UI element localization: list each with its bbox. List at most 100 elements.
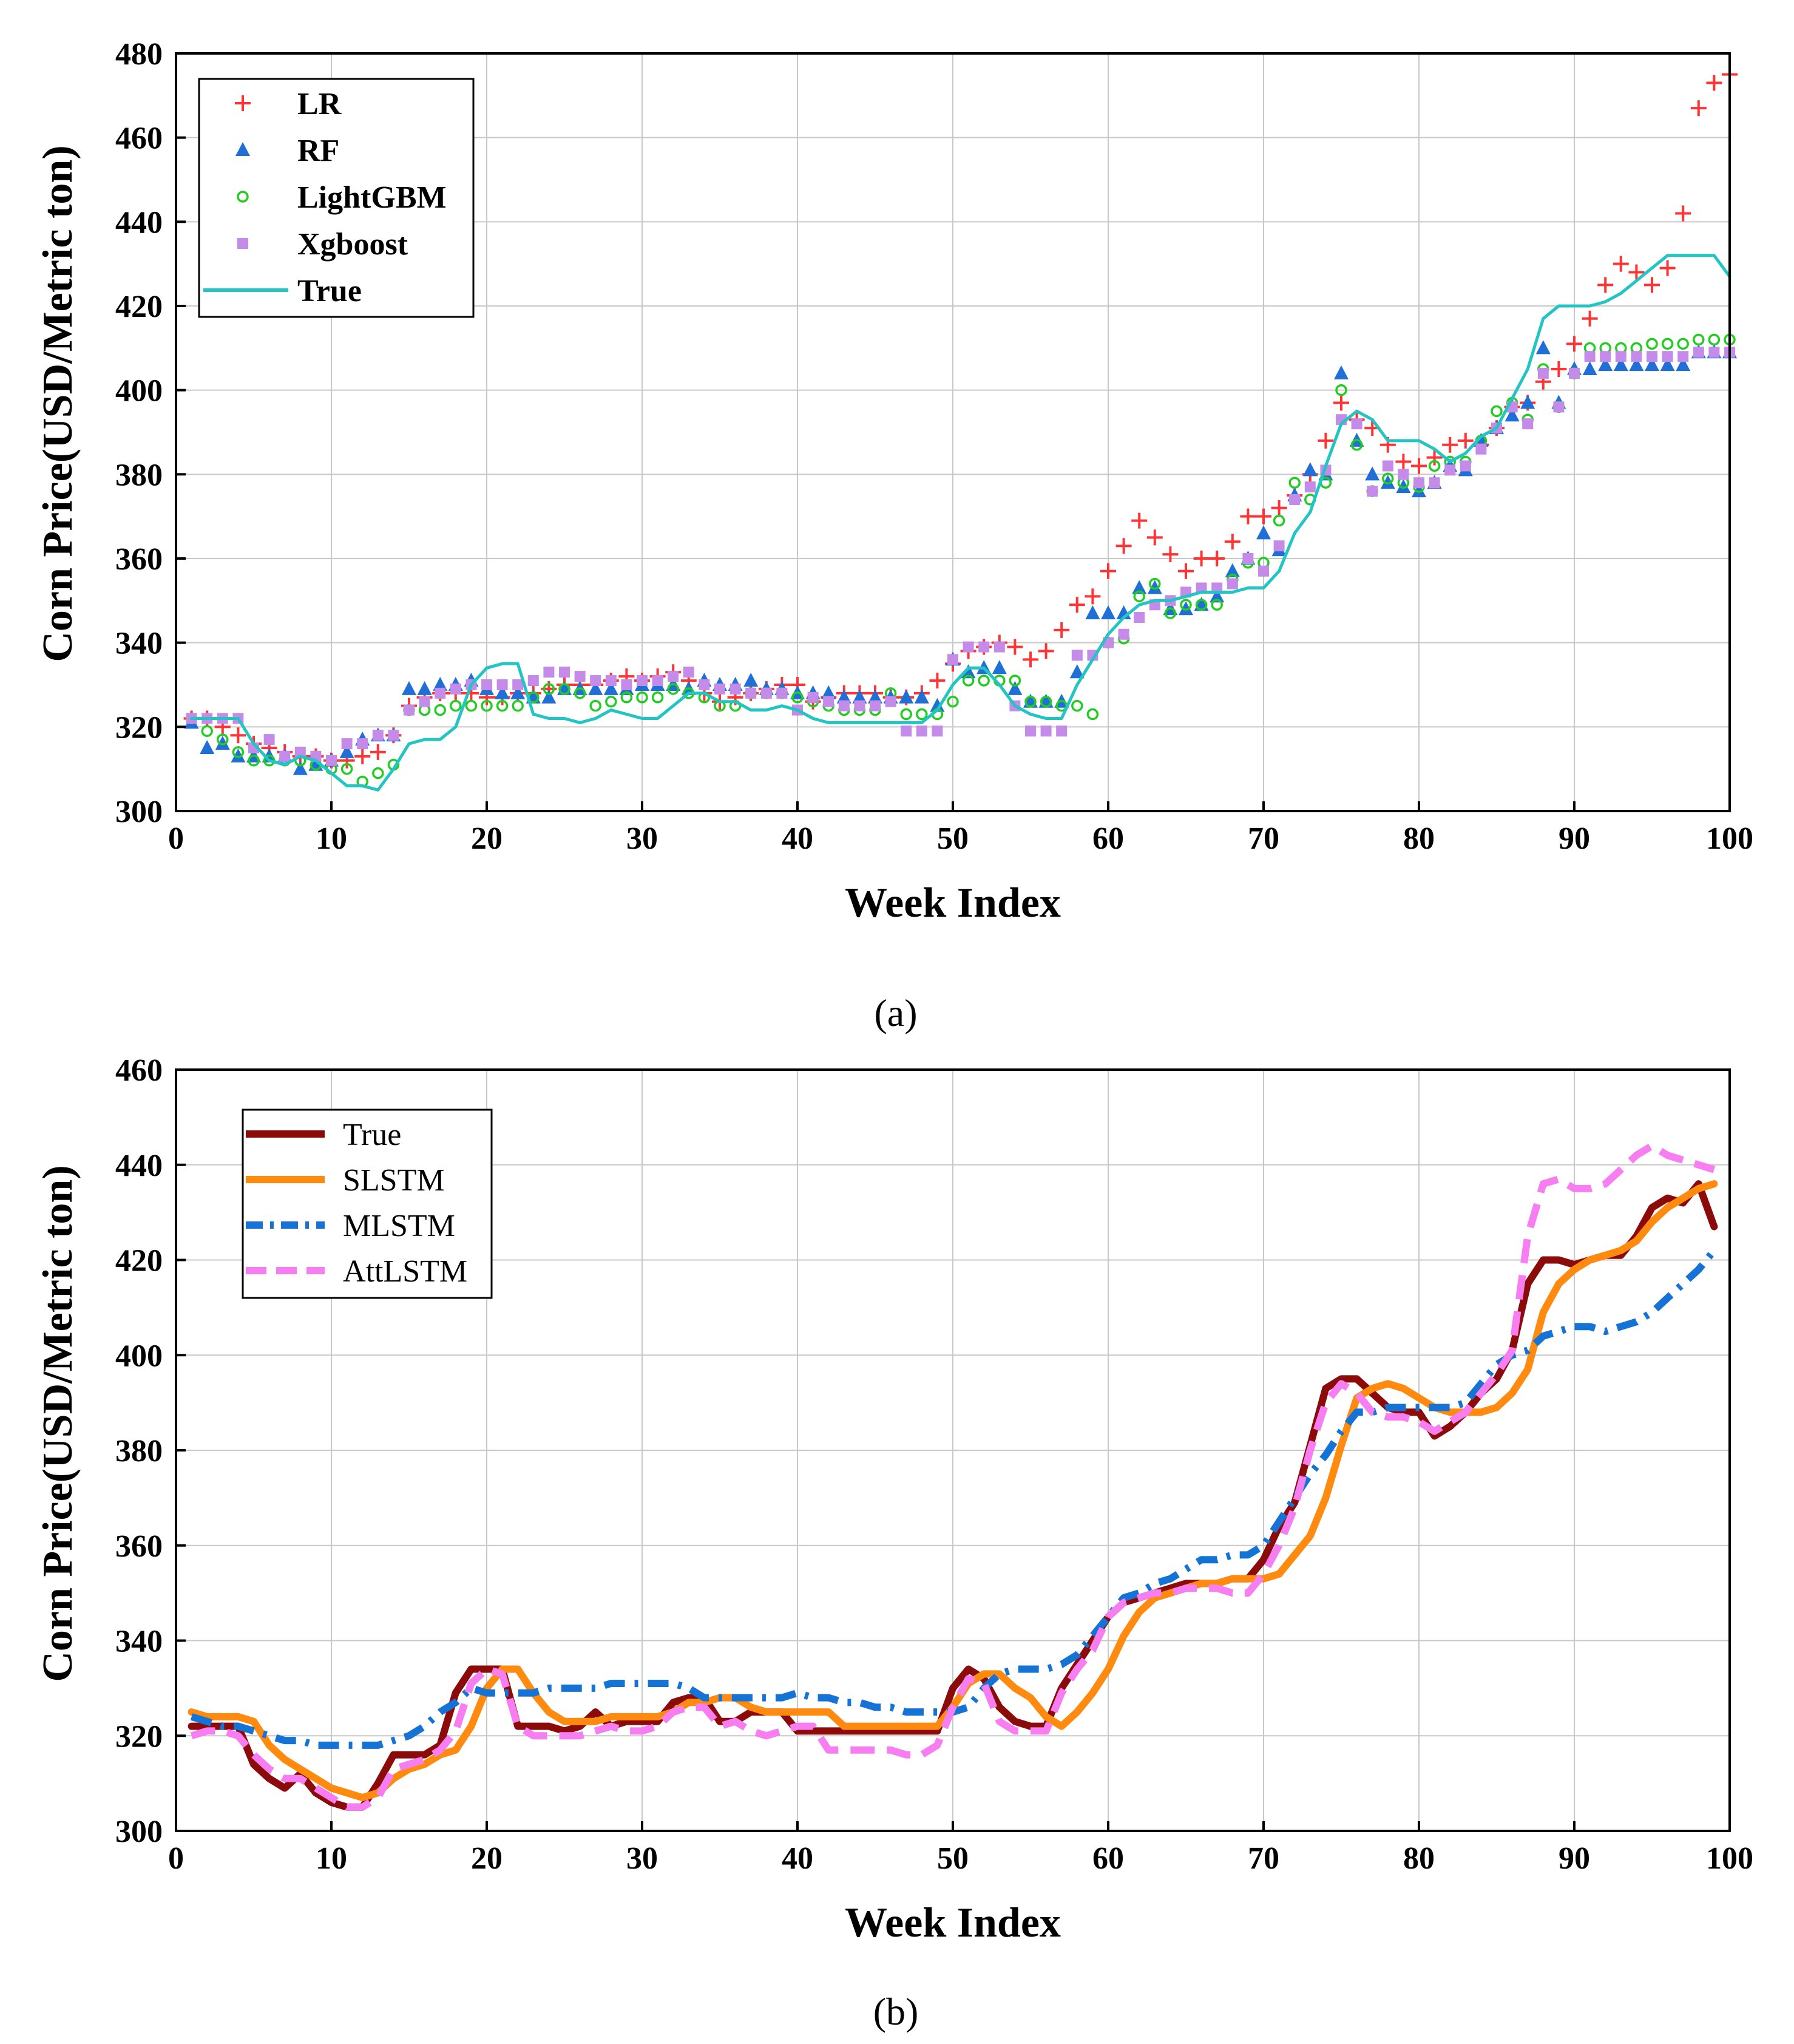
x-tick-label-90: 90 — [1559, 1841, 1590, 1876]
point-xgboost — [652, 675, 663, 687]
y-tick-label-440: 440 — [115, 1149, 163, 1183]
point-xgboost — [621, 679, 632, 690]
point-xgboost — [745, 687, 757, 699]
point-lightgbm — [248, 755, 260, 767]
point-rf — [852, 689, 867, 704]
point-rf — [1380, 475, 1395, 489]
point-lightgbm — [1195, 599, 1208, 611]
point-lr — [929, 673, 946, 689]
point-xgboost — [1584, 351, 1596, 362]
point-xgboost — [714, 683, 725, 694]
point-lr — [1038, 643, 1054, 659]
point-xgboost — [1631, 351, 1642, 362]
point-xgboost — [1040, 725, 1052, 737]
point-lr — [1209, 551, 1225, 566]
point-lightgbm — [372, 767, 384, 779]
point-rf — [821, 685, 836, 699]
x-tick-label-30: 30 — [626, 821, 658, 856]
point-lightgbm — [201, 725, 213, 738]
point-lightgbm — [1133, 590, 1145, 603]
point-lr — [1131, 512, 1148, 529]
point-xgboost — [1537, 367, 1549, 379]
point-xgboost — [1382, 460, 1393, 472]
point-lightgbm — [1086, 708, 1099, 721]
point-xgboost — [1134, 612, 1145, 623]
legend-label-attlstm: AttLSTM — [343, 1254, 467, 1289]
point-lightgbm — [1040, 695, 1052, 708]
point-lightgbm — [1491, 405, 1503, 418]
x-tick-label-10: 10 — [316, 1841, 347, 1876]
point-rf — [1676, 357, 1691, 372]
point-xgboost — [341, 738, 353, 750]
point-rf — [402, 681, 416, 695]
x-axis-label-a: Week Index — [845, 880, 1061, 926]
point-lightgbm — [651, 691, 664, 704]
point-xgboost — [605, 675, 617, 687]
point-rf — [510, 685, 526, 699]
point-rf — [1582, 361, 1597, 375]
point-xgboost — [388, 730, 399, 741]
point-rf — [1132, 580, 1147, 594]
point-xgboost — [1056, 725, 1068, 737]
point-rf — [1007, 681, 1023, 695]
point-rf — [541, 689, 557, 704]
legend-symbol-rf — [235, 142, 250, 156]
point-xgboost — [1227, 578, 1238, 589]
point-lightgbm — [791, 691, 804, 704]
chart-panel-a: 0 10 20 30 40 50 60 70 80 90 100 300 320 340 360 380 400… — [35, 37, 1753, 1034]
x-tick-label-10: 10 — [316, 821, 347, 856]
line-true — [190, 254, 1731, 792]
point-xgboost — [1071, 650, 1083, 661]
point-xgboost — [1677, 351, 1689, 362]
point-xgboost — [435, 687, 446, 699]
point-rf — [1225, 563, 1240, 577]
legend-item-lightgbm: LightGBM — [237, 180, 447, 215]
point-lr — [1675, 205, 1691, 222]
legend-label-true: True — [343, 1118, 401, 1152]
point-rf — [899, 689, 914, 704]
point-rf — [992, 660, 1007, 674]
y-tick-label-480: 480 — [115, 37, 163, 72]
point-lightgbm — [1350, 439, 1363, 451]
point-rf — [495, 685, 510, 699]
y-tick-label-440: 440 — [115, 205, 163, 240]
point-xgboost — [760, 687, 772, 699]
point-rf — [417, 681, 432, 695]
point-lr — [1426, 449, 1443, 466]
point-xgboost — [1444, 464, 1456, 476]
point-rf — [1334, 365, 1349, 379]
ticks-a: 0 10 20 30 40 50 60 70 80 90 100 300 320 340 360 380 400… — [115, 37, 1753, 856]
point-xgboost — [1429, 477, 1440, 489]
point-xgboost — [1118, 628, 1129, 640]
point-lr — [1178, 563, 1194, 579]
point-lightgbm — [574, 687, 586, 699]
point-lightgbm — [558, 683, 570, 695]
point-rf — [433, 677, 448, 691]
point-rf — [215, 736, 230, 750]
point-xgboost — [823, 696, 834, 707]
point-lightgbm — [962, 674, 975, 687]
point-lightgbm — [465, 699, 478, 712]
y-tick-label-300: 300 — [115, 795, 163, 829]
point-lightgbm — [1211, 599, 1223, 611]
x-tick-label-80: 80 — [1403, 1841, 1435, 1876]
point-lr — [1551, 361, 1567, 377]
point-xgboost — [1693, 347, 1704, 358]
point-xgboost — [326, 755, 337, 766]
point-xgboost — [357, 738, 368, 750]
point-xgboost — [1647, 351, 1657, 362]
point-rf — [1412, 483, 1426, 498]
y-axis-label-b: Corn Price(USD/Metric ton) — [35, 1165, 81, 1682]
legend-a: LR RF LightGBM Xgboost True — [198, 78, 475, 318]
y-tick-label-420: 420 — [115, 290, 163, 324]
point-xgboost — [1522, 418, 1534, 430]
x-tick-label-30: 30 — [626, 1841, 658, 1876]
y-tick-label-460: 460 — [115, 121, 163, 156]
point-lightgbm — [900, 708, 912, 721]
point-lightgbm — [947, 695, 959, 708]
y-tick-label-320: 320 — [115, 710, 163, 745]
series-layer-a — [183, 66, 1738, 792]
point-lightgbm — [1693, 333, 1705, 346]
y-tick-label-420: 420 — [115, 1244, 163, 1278]
y-tick-label-320: 320 — [115, 1719, 163, 1754]
